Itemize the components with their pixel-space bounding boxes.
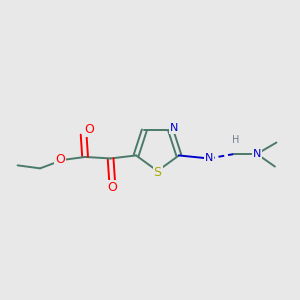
Text: O: O bbox=[107, 181, 117, 194]
Text: O: O bbox=[55, 154, 65, 166]
Text: O: O bbox=[84, 124, 94, 136]
Text: H: H bbox=[232, 136, 240, 146]
Text: N: N bbox=[170, 123, 178, 133]
Text: N: N bbox=[253, 149, 261, 159]
Text: S: S bbox=[154, 166, 161, 179]
Text: N: N bbox=[205, 154, 213, 164]
